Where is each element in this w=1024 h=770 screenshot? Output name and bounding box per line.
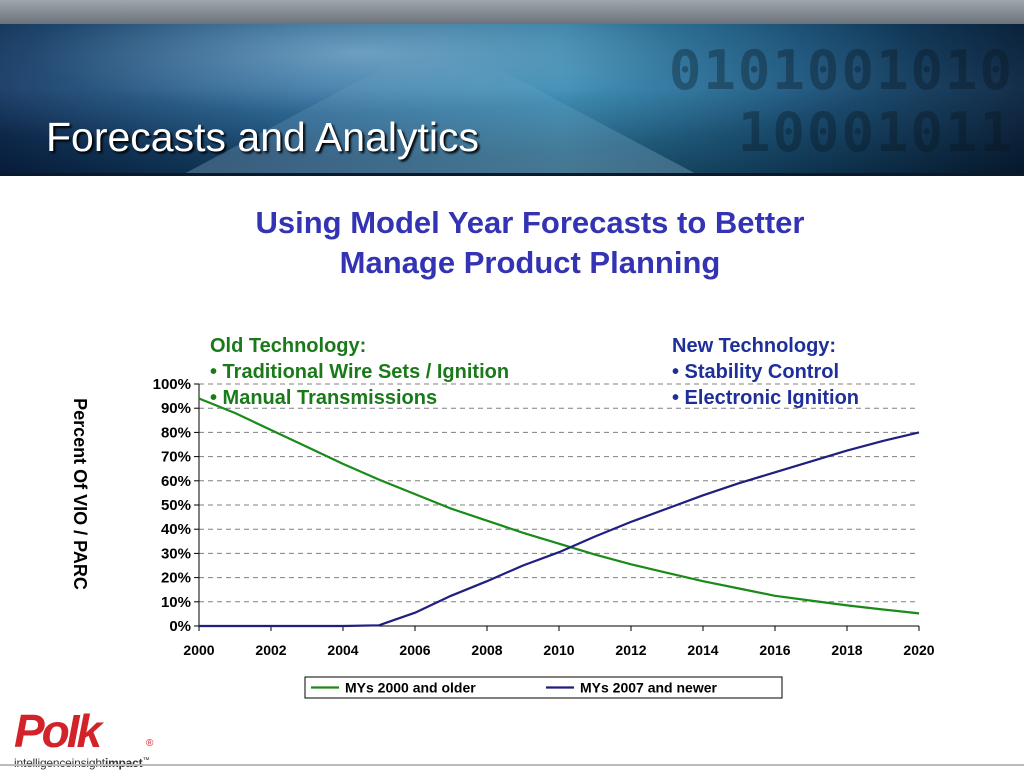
y-tick-label: 40%: [161, 521, 191, 538]
series-line: [198, 397, 920, 615]
binary-digits-line: 0101001010: [668, 39, 1014, 102]
x-tick-label: 2006: [399, 642, 430, 658]
x-tick-label: 2000: [183, 642, 214, 658]
annotation-bullet: • Manual Transmissions: [210, 387, 438, 409]
logo-registered-mark: ®: [146, 738, 154, 749]
footer-divider: [0, 764, 1024, 766]
annotation-bullet: • Electronic Ignition: [672, 387, 860, 409]
subtitle-line: Using Model Year Forecasts to Better: [255, 205, 805, 240]
y-tick-label: 10%: [161, 594, 191, 611]
y-tick-label: 20%: [161, 570, 191, 587]
legend-box: [304, 676, 783, 699]
x-tick-label: 2004: [327, 642, 358, 658]
new-technology-annotation: New Technology: • Stability Control • El…: [672, 333, 859, 411]
polk-logo: PoIk ® intelligenceinsightimpact™: [14, 705, 224, 770]
annotation-heading: Old Technology:: [210, 335, 367, 357]
x-tick-label: 2020: [903, 642, 934, 658]
y-tick-label: 50%: [161, 497, 191, 514]
header-banner: 0101001010 10001011: [0, 0, 1024, 176]
tagline-trademark: ™: [142, 757, 150, 764]
x-tick-label: 2008: [471, 642, 502, 658]
banner-binary-digits: 0101001010 10001011: [669, 40, 1014, 164]
banner-bottom-line: [0, 173, 1024, 176]
y-axis-label: Percent Of VIO / PARC: [70, 398, 90, 590]
x-tick-label: 2018: [831, 642, 862, 658]
logo-tagline: intelligenceinsightimpact™: [14, 756, 149, 770]
y-tick-label: 70%: [161, 449, 191, 466]
series-line: [199, 431, 920, 628]
banner-top-bar: [0, 0, 1024, 24]
banner-sheen: [0, 0, 1024, 176]
y-tick-label: 30%: [161, 545, 191, 562]
x-tick-label: 2012: [615, 642, 646, 658]
tagline-part: intelligence: [14, 756, 72, 770]
x-tick-label: 2002: [255, 642, 286, 658]
x-tick-label: 2016: [759, 642, 790, 658]
y-tick-label: 90%: [161, 400, 191, 417]
y-tick-label: 80%: [161, 424, 191, 441]
y-tick-label: 60%: [161, 473, 191, 490]
legend-label: MYs 2000 and older: [345, 680, 476, 696]
subtitle-line: Manage Product Planning: [339, 245, 721, 280]
annotation-heading: New Technology:: [672, 335, 837, 357]
chart-series: [198, 397, 920, 628]
tagline-part: insight: [71, 756, 105, 770]
chart-gridlines: [199, 383, 919, 603]
y-tick-label: 100%: [153, 376, 191, 393]
legend-label: MYs 2007 and newer: [580, 680, 718, 696]
annotation-bullet: • Stability Control: [672, 361, 840, 383]
annotation-bullet: • Traditional Wire Sets / Ignition: [210, 361, 510, 383]
old-technology-annotation: Old Technology: • Traditional Wire Sets …: [210, 333, 509, 411]
chart-legend: MYs 2000 and older MYs 2007 and newer: [304, 676, 783, 699]
x-tick-label: 2010: [543, 642, 574, 658]
chart-axes: 0% 10% 20% 30% 40% 50% 60% 70% 80% 90% 100% 2000 200…: [153, 376, 935, 658]
binary-digits-line: 10001011: [737, 101, 1014, 164]
y-tick-label: 0%: [169, 618, 191, 635]
logo-mark: PoIk: [14, 705, 102, 757]
tagline-part: impact: [104, 756, 143, 770]
page-title: Forecasts and Analytics: [46, 114, 479, 160]
chart-subtitle: Using Model Year Forecasts to Better Man…: [130, 203, 930, 283]
x-tick-label: 2014: [687, 642, 718, 658]
